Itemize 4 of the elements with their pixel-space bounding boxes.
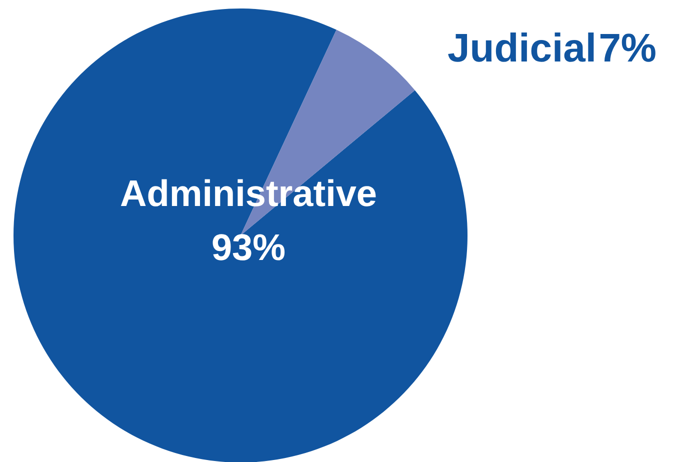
slice-label: Administrative [120,173,378,214]
data-label: 93% [211,227,286,268]
slice-label: Judicial [448,26,597,70]
data-label: 7% [598,26,656,70]
